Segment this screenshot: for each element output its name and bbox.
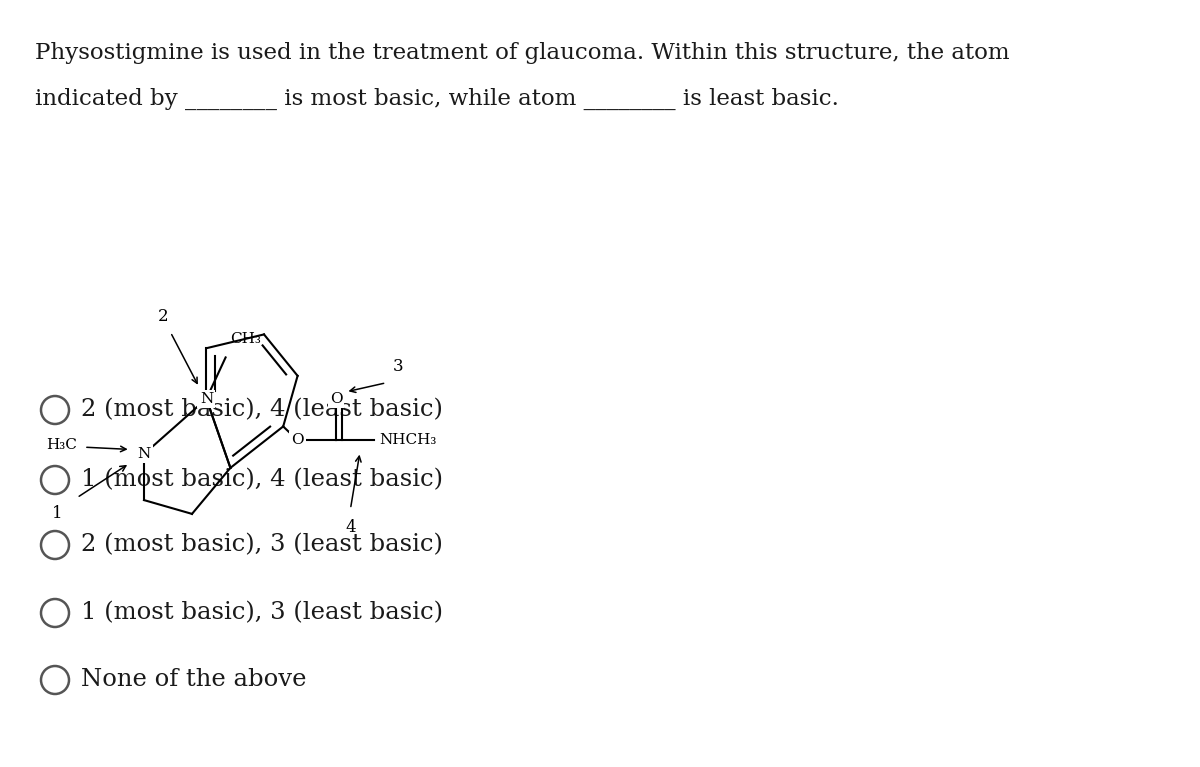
Text: 1 (most basic), 3 (least basic): 1 (most basic), 3 (least basic) <box>82 601 443 624</box>
Text: 1: 1 <box>53 505 62 522</box>
Text: 1 (most basic), 4 (least basic): 1 (most basic), 4 (least basic) <box>82 469 443 492</box>
Text: CH₃: CH₃ <box>230 332 262 346</box>
Text: N: N <box>199 392 214 406</box>
Text: O: O <box>330 392 342 406</box>
Text: N: N <box>137 447 151 461</box>
Text: H₃C: H₃C <box>46 438 77 452</box>
Text: indicated by ________ is most basic, while atom ________ is least basic.: indicated by ________ is most basic, whi… <box>35 88 839 110</box>
Text: 2 (most basic), 3 (least basic): 2 (most basic), 3 (least basic) <box>82 534 443 557</box>
Text: Physostigmine is used in the treatment of glaucoma. Within this structure, the a: Physostigmine is used in the treatment o… <box>35 42 1009 64</box>
Text: O: O <box>292 433 304 447</box>
Text: 2 (most basic), 4 (least basic): 2 (most basic), 4 (least basic) <box>82 399 443 422</box>
Text: 3: 3 <box>394 358 403 375</box>
Text: None of the above: None of the above <box>82 669 306 692</box>
Text: 4: 4 <box>346 519 355 536</box>
Text: 2: 2 <box>158 308 168 324</box>
Text: NHCH₃: NHCH₃ <box>379 433 437 447</box>
